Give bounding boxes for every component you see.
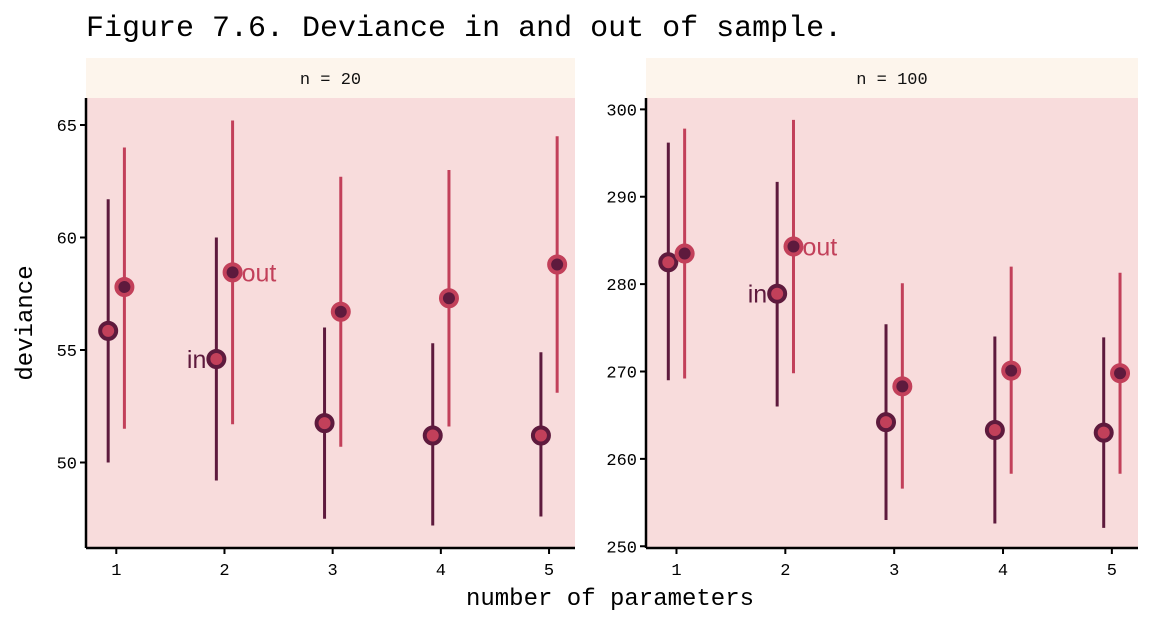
point-out (674, 243, 695, 264)
point-in (767, 283, 788, 304)
point-out (547, 254, 568, 275)
point-in (206, 349, 227, 369)
point-out (330, 301, 351, 322)
panel-background (86, 98, 575, 548)
annotation-out: out (802, 234, 837, 262)
x-tick-label: 3 (328, 562, 338, 581)
annotation-in: in (187, 346, 206, 374)
y-tick-label: 270 (606, 364, 637, 383)
x-tick-label: 5 (544, 562, 554, 581)
y-tick-label: 300 (606, 102, 637, 121)
facet-strip (86, 58, 575, 98)
point-in (984, 420, 1005, 441)
facet-strip-label: n = 100 (856, 71, 927, 90)
x-tick-label: 4 (998, 562, 1008, 581)
point-in (314, 413, 335, 434)
y-tick-label: 55 (57, 343, 77, 362)
x-tick-label: 2 (219, 562, 229, 581)
y-tick-label: 280 (606, 277, 637, 296)
x-tick-label: 1 (111, 562, 121, 581)
facet-strip-label: n = 20 (300, 71, 361, 90)
panel-2: n = 100 250 260 270 280 290 300 1 2 3 4 5 in out (606, 58, 1138, 581)
y-tick-label: 65 (57, 118, 77, 137)
panel-background (646, 98, 1138, 548)
x-tick-label: 4 (436, 562, 446, 581)
facet-strip (646, 58, 1138, 98)
point-in (98, 320, 119, 341)
point-in (530, 425, 551, 446)
point-out (438, 288, 459, 309)
point-out (222, 262, 243, 283)
y-axis-label: deviance (13, 265, 40, 380)
point-in (876, 412, 897, 433)
x-tick-label: 3 (889, 562, 899, 581)
y-tick-label: 60 (57, 231, 77, 250)
x-tick-label: 1 (671, 562, 681, 581)
y-tick-label: 250 (606, 539, 637, 558)
y-tick-label: 50 (57, 456, 77, 475)
point-out (783, 236, 804, 257)
panel-1: n = 20 50 55 60 65 1 2 3 4 5 in out (57, 58, 575, 581)
x-tick-label: 2 (780, 562, 790, 581)
point-in (658, 252, 679, 273)
x-axis-label: number of parameters (466, 586, 754, 613)
chart-title: Figure 7.6. Deviance in and out of sampl… (86, 12, 842, 46)
annotation-out: out (242, 259, 277, 287)
y-tick-label: 260 (606, 452, 637, 471)
point-in (1093, 422, 1114, 443)
point-out (1001, 360, 1022, 381)
point-out (114, 277, 135, 297)
annotation-in: in (748, 281, 767, 309)
point-out (1110, 363, 1131, 384)
y-tick-label: 290 (606, 190, 637, 209)
point-in (422, 425, 443, 446)
point-out (892, 376, 913, 397)
x-tick-label: 5 (1107, 562, 1117, 581)
